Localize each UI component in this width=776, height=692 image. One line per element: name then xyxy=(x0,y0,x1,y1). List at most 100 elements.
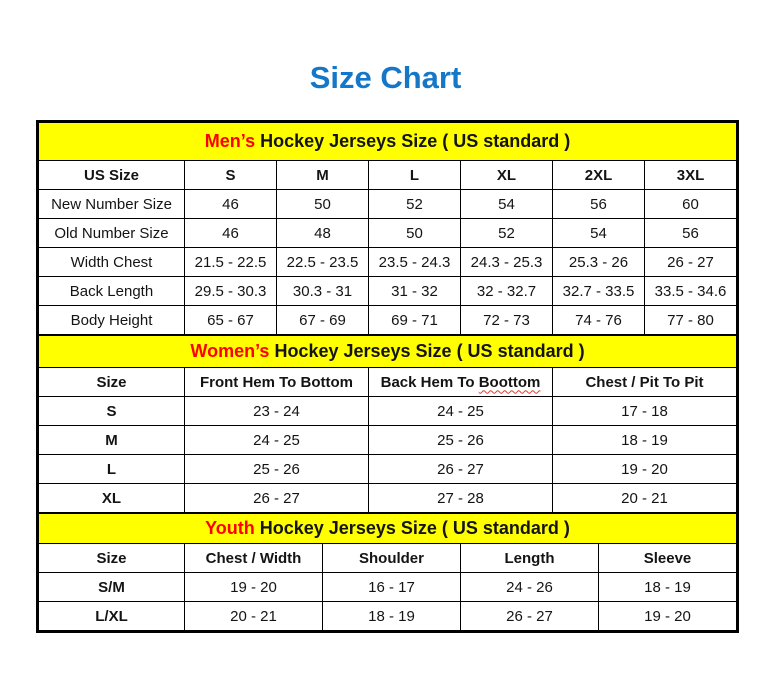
womens-band-title: Women’s Hockey Jerseys Size ( US standar… xyxy=(38,335,737,368)
row-label: S/M xyxy=(38,572,185,602)
size-value: 56 xyxy=(644,218,737,248)
table-row: M 24 - 25 25 - 26 18 - 19 xyxy=(38,425,737,455)
size-value: 77 - 80 xyxy=(644,305,737,335)
header-text: Back Hem To xyxy=(380,373,479,391)
column-header: Sleeve xyxy=(598,543,737,573)
column-header-misspelled: Back Hem To Boottom xyxy=(368,367,553,397)
size-value: 19 - 20 xyxy=(552,454,737,484)
size-value: 24 - 25 xyxy=(368,396,553,426)
table-row: Back Length 29.5 - 30.3 30.3 - 31 31 - 3… xyxy=(38,276,737,306)
size-value: 18 - 19 xyxy=(598,572,737,602)
mens-band-row: Men’s Hockey Jerseys Size ( US standard … xyxy=(38,122,737,161)
table-row: L/XL 20 - 21 18 - 19 26 - 27 19 - 20 xyxy=(38,601,737,631)
size-value: 25.3 - 26 xyxy=(552,247,645,277)
size-value: 21.5 - 22.5 xyxy=(184,247,277,277)
size-value: 54 xyxy=(460,189,553,219)
row-label: Width Chest xyxy=(38,247,185,277)
size-value: 19 - 20 xyxy=(184,572,323,602)
youth-band-row: Youth Hockey Jerseys Size ( US standard … xyxy=(38,513,737,544)
womens-size-table: Women’s Hockey Jerseys Size ( US standar… xyxy=(38,335,737,513)
size-value: 17 - 18 xyxy=(552,396,737,426)
size-value: 25 - 26 xyxy=(368,425,553,455)
size-value: 56 xyxy=(552,189,645,219)
row-label: Old Number Size xyxy=(38,218,185,248)
size-value: 26 - 27 xyxy=(184,483,369,513)
size-value: 20 - 21 xyxy=(552,483,737,513)
row-label: Body Height xyxy=(38,305,185,335)
youth-size-table: Youth Hockey Jerseys Size ( US standard … xyxy=(38,513,737,631)
size-value: 24.3 - 25.3 xyxy=(460,247,553,277)
youth-band-accent: Youth xyxy=(205,518,255,538)
size-value: 26 - 27 xyxy=(460,601,599,631)
size-value: 24 - 26 xyxy=(460,572,599,602)
size-value: 29.5 - 30.3 xyxy=(184,276,277,306)
size-value: 30.3 - 31 xyxy=(276,276,369,306)
size-value: 27 - 28 xyxy=(368,483,553,513)
size-value: 67 - 69 xyxy=(276,305,369,335)
table-row: S 23 - 24 24 - 25 17 - 18 xyxy=(38,396,737,426)
table-row: L 25 - 26 26 - 27 19 - 20 xyxy=(38,454,737,484)
size-value: 20 - 21 xyxy=(184,601,323,631)
row-label: L/XL xyxy=(38,601,185,631)
column-header: Front Hem To Bottom xyxy=(184,367,369,397)
column-header: US Size xyxy=(38,160,185,190)
mens-header-row: US Size S M L XL 2XL 3XL xyxy=(38,160,737,190)
size-value: 19 - 20 xyxy=(598,601,737,631)
table-row: Body Height 65 - 67 67 - 69 69 - 71 72 -… xyxy=(38,305,737,335)
size-chart-tables: Men’s Hockey Jerseys Size ( US standard … xyxy=(36,120,739,633)
size-value: 32 - 32.7 xyxy=(460,276,553,306)
column-header: L xyxy=(368,160,461,190)
size-value: 48 xyxy=(276,218,369,248)
table-row: Old Number Size 46 48 50 52 54 56 xyxy=(38,218,737,248)
size-value: 33.5 - 34.6 xyxy=(644,276,737,306)
womens-band-rest: Hockey Jerseys Size ( US standard ) xyxy=(269,341,585,361)
mens-size-table: Men’s Hockey Jerseys Size ( US standard … xyxy=(38,122,737,335)
size-value: 54 xyxy=(552,218,645,248)
row-label: XL xyxy=(38,483,185,513)
table-row: New Number Size 46 50 52 54 56 60 xyxy=(38,189,737,219)
mens-band-accent: Men’s xyxy=(204,131,256,151)
womens-band-row: Women’s Hockey Jerseys Size ( US standar… xyxy=(38,335,737,368)
womens-header-row: Size Front Hem To Bottom Back Hem To Boo… xyxy=(38,367,737,397)
size-value: 74 - 76 xyxy=(552,305,645,335)
size-value: 23.5 - 24.3 xyxy=(368,247,461,277)
row-label: New Number Size xyxy=(38,189,185,219)
size-value: 65 - 67 xyxy=(184,305,277,335)
row-label: L xyxy=(38,454,185,484)
youth-header-row: Size Chest / Width Shoulder Length Sleev… xyxy=(38,543,737,573)
size-value: 46 xyxy=(184,189,277,219)
row-label: S xyxy=(38,396,185,426)
size-value: 72 - 73 xyxy=(460,305,553,335)
size-value: 52 xyxy=(460,218,553,248)
table-row: XL 26 - 27 27 - 28 20 - 21 xyxy=(38,483,737,513)
table-row: S/M 19 - 20 16 - 17 24 - 26 18 - 19 xyxy=(38,572,737,602)
size-value: 46 xyxy=(184,218,277,248)
page-title: Size Chart xyxy=(309,60,462,95)
column-header: M xyxy=(276,160,369,190)
size-value: 16 - 17 xyxy=(322,572,461,602)
size-value: 24 - 25 xyxy=(184,425,369,455)
size-value: 22.5 - 23.5 xyxy=(276,247,369,277)
column-header: Shoulder xyxy=(322,543,461,573)
mens-band-title: Men’s Hockey Jerseys Size ( US standard … xyxy=(38,122,737,161)
size-value: 60 xyxy=(644,189,737,219)
column-header: 2XL xyxy=(552,160,645,190)
size-value: 52 xyxy=(368,189,461,219)
size-value: 32.7 - 33.5 xyxy=(552,276,645,306)
womens-band-accent: Women’s xyxy=(190,341,270,361)
size-value: 69 - 71 xyxy=(368,305,461,335)
mens-band-rest: Hockey Jerseys Size ( US standard ) xyxy=(255,131,571,151)
size-value: 31 - 32 xyxy=(368,276,461,306)
size-value: 18 - 19 xyxy=(552,425,737,455)
column-header: Chest / Pit To Pit xyxy=(552,367,737,397)
youth-band-rest: Hockey Jerseys Size ( US standard ) xyxy=(254,518,570,538)
row-label: Back Length xyxy=(38,276,185,306)
size-value: 50 xyxy=(368,218,461,248)
column-header: Chest / Width xyxy=(184,543,323,573)
size-value: 23 - 24 xyxy=(184,396,369,426)
table-row: Width Chest 21.5 - 22.5 22.5 - 23.5 23.5… xyxy=(38,247,737,277)
row-label: M xyxy=(38,425,185,455)
spellcheck-squiggle-word: Boottom xyxy=(478,373,541,391)
column-header: Size xyxy=(38,367,185,397)
column-header: Size xyxy=(38,543,185,573)
